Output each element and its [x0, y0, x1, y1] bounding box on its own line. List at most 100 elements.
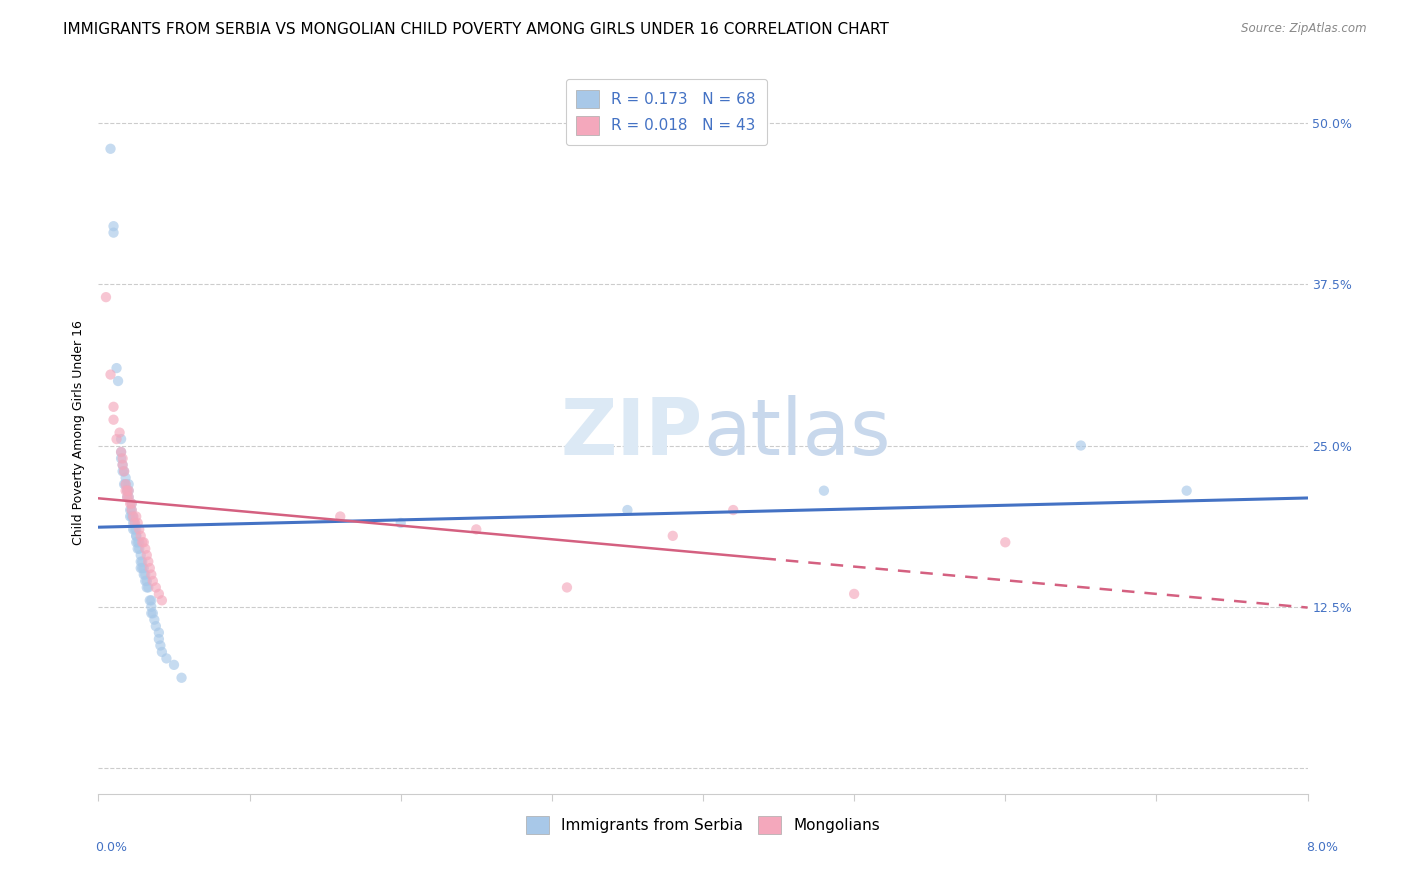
Point: [134, 574, 156, 588]
Point: [136, 555, 159, 569]
Point: [150, 645, 173, 659]
Point: [128, 541, 150, 556]
Point: [114, 477, 136, 491]
Point: [115, 483, 138, 498]
Point: [118, 477, 141, 491]
Point: [131, 561, 153, 575]
Point: [131, 535, 153, 549]
Point: [120, 509, 142, 524]
Point: [108, 425, 131, 440]
Point: [139, 593, 162, 607]
Point: [114, 477, 136, 491]
Point: [111, 451, 134, 466]
Point: [141, 607, 163, 621]
Text: 0.0%: 0.0%: [96, 841, 128, 855]
Point: [661, 529, 683, 543]
Point: [100, 368, 122, 382]
Point: [122, 509, 145, 524]
Point: [110, 445, 132, 459]
Point: [148, 587, 170, 601]
Point: [155, 651, 177, 665]
Legend: Immigrants from Serbia, Mongolians: Immigrants from Serbia, Mongolians: [520, 810, 886, 840]
Text: 8.0%: 8.0%: [1306, 841, 1339, 855]
Point: [616, 503, 638, 517]
Point: [112, 464, 135, 478]
Text: ZIP: ZIP: [561, 394, 703, 471]
Point: [125, 535, 148, 549]
Point: [132, 535, 155, 549]
Point: [94, 290, 117, 304]
Point: [141, 599, 163, 614]
Point: [100, 142, 122, 156]
Point: [131, 555, 153, 569]
Point: [121, 497, 143, 511]
Point: [844, 587, 866, 601]
Point: [121, 503, 143, 517]
Point: [1175, 483, 1198, 498]
Point: [1070, 438, 1092, 452]
Point: [122, 516, 145, 530]
Point: [163, 657, 186, 672]
Point: [118, 490, 141, 504]
Point: [465, 522, 488, 536]
Point: [813, 483, 835, 498]
Point: [141, 593, 163, 607]
Point: [148, 632, 170, 646]
Point: [125, 522, 148, 536]
Point: [170, 671, 193, 685]
Point: [994, 535, 1017, 549]
Point: [118, 490, 141, 504]
Point: [132, 567, 155, 582]
Point: [110, 445, 132, 459]
Point: [148, 625, 170, 640]
Point: [135, 574, 157, 588]
Point: [145, 619, 167, 633]
Point: [134, 567, 156, 582]
Point: [112, 464, 135, 478]
Text: IMMIGRANTS FROM SERBIA VS MONGOLIAN CHILD POVERTY AMONG GIRLS UNDER 16 CORRELATI: IMMIGRANTS FROM SERBIA VS MONGOLIAN CHIL…: [63, 22, 889, 37]
Point: [118, 483, 141, 498]
Point: [121, 497, 143, 511]
Text: Source: ZipAtlas.com: Source: ZipAtlas.com: [1241, 22, 1367, 36]
Point: [329, 509, 352, 524]
Point: [120, 503, 142, 517]
Point: [125, 529, 148, 543]
Point: [135, 581, 157, 595]
Text: atlas: atlas: [703, 394, 890, 471]
Point: [115, 490, 138, 504]
Point: [103, 226, 125, 240]
Point: [132, 561, 155, 575]
Point: [121, 509, 143, 524]
Point: [125, 529, 148, 543]
Point: [103, 219, 125, 234]
Point: [128, 522, 150, 536]
Point: [103, 400, 125, 414]
Point: [139, 561, 162, 575]
Point: [134, 541, 156, 556]
Point: [115, 483, 138, 498]
Point: [389, 516, 412, 530]
Point: [111, 458, 134, 472]
Point: [723, 503, 745, 517]
Point: [115, 490, 138, 504]
Point: [145, 581, 167, 595]
Point: [114, 483, 136, 498]
Point: [555, 581, 578, 595]
Point: [127, 535, 149, 549]
Point: [125, 509, 148, 524]
Point: [118, 483, 141, 498]
Point: [143, 613, 166, 627]
Point: [135, 548, 157, 562]
Point: [127, 541, 149, 556]
Point: [105, 432, 128, 446]
Point: [107, 374, 129, 388]
Point: [136, 581, 159, 595]
Point: [142, 574, 165, 588]
Point: [111, 464, 134, 478]
Point: [129, 561, 152, 575]
Point: [122, 509, 145, 524]
Y-axis label: Child Poverty Among Girls Under 16: Child Poverty Among Girls Under 16: [72, 320, 86, 545]
Point: [122, 522, 145, 536]
Point: [128, 535, 150, 549]
Point: [129, 529, 152, 543]
